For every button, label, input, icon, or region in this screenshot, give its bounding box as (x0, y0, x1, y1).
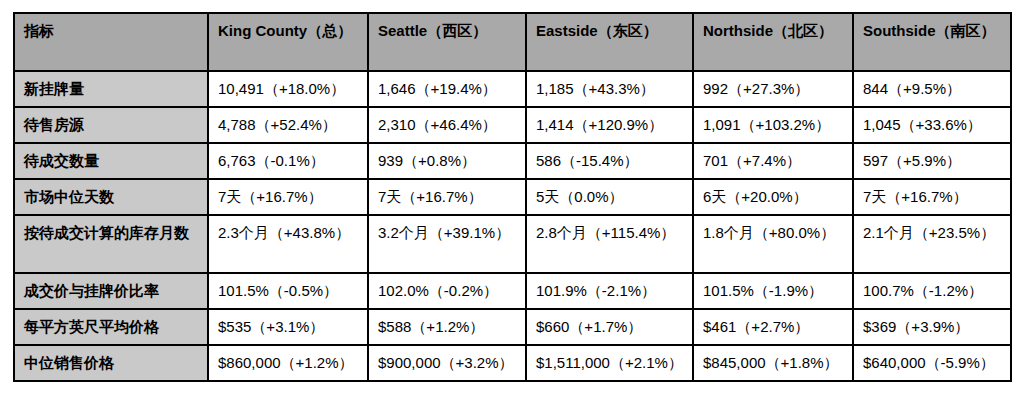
metric-value-cell: 101.5%（-0.5%） (208, 273, 368, 309)
metric-value-cell: 2.8个月（+115.4%） (526, 215, 693, 273)
metric-value-cell: 2.3个月（+43.8%） (208, 215, 368, 273)
metric-value-cell: 6,763（-0.1%） (208, 143, 368, 179)
metric-row: 每平方英尺平均价格$535（+3.1%）$588（+1.2%）$660（+1.7… (14, 309, 1011, 345)
metric-label-cell: 新挂牌量 (14, 71, 208, 107)
column-header-indicator: 指标 (14, 13, 208, 71)
table-body: 新挂牌量10,491（+18.0%）1,646（+19.4%）1,185（+43… (14, 71, 1011, 381)
metric-value-cell: 5天（0.0%） (526, 179, 693, 215)
metric-value-cell: $900,000（+3.2%） (368, 345, 526, 381)
column-header-region: King County（总） (208, 13, 368, 71)
metric-value-cell: $845,000（+1.8%） (693, 345, 853, 381)
metric-row: 市场中位天数7天（+16.7%）7天（+16.7%）5天（0.0%）6天（+20… (14, 179, 1011, 215)
metric-value-cell: 939（+0.8%） (368, 143, 526, 179)
metric-value-cell: $369（+3.9%） (853, 309, 1011, 345)
metric-row: 待售房源4,788（+52.4%）2,310（+46.4%）1,414（+120… (14, 107, 1011, 143)
metric-value-cell: 4,788（+52.4%） (208, 107, 368, 143)
metric-value-cell: 10,491（+18.0%） (208, 71, 368, 107)
metric-value-cell: 1,091（+103.2%） (693, 107, 853, 143)
metric-label-cell: 成交价与挂牌价比率 (14, 273, 208, 309)
metric-value-cell: $1,511,000（+2.1%） (526, 345, 693, 381)
metric-value-cell: 2.1个月（+23.5%） (853, 215, 1011, 273)
column-header-region: Seattle（西区） (368, 13, 526, 71)
header-row: 指标King County（总）Seattle（西区）Eastside（东区）N… (14, 13, 1011, 71)
metric-row: 按待成交计算的库存月数2.3个月（+43.8%）3.2个月（+39.1%）2.8… (14, 215, 1011, 273)
metric-label-cell: 待售房源 (14, 107, 208, 143)
metric-value-cell: 844（+9.5%） (853, 71, 1011, 107)
metric-value-cell: 7天（+16.7%） (853, 179, 1011, 215)
metric-value-cell: 101.5%（-1.9%） (693, 273, 853, 309)
table-header: 指标King County（总）Seattle（西区）Eastside（东区）N… (14, 13, 1011, 71)
metric-value-cell: $588（+1.2%） (368, 309, 526, 345)
metric-value-cell: 1,414（+120.9%） (526, 107, 693, 143)
metric-label-cell: 待成交数量 (14, 143, 208, 179)
metric-label-cell: 市场中位天数 (14, 179, 208, 215)
metric-value-cell: $461（+2.7%） (693, 309, 853, 345)
column-header-region: Southside（南区） (853, 13, 1011, 71)
metric-value-cell: $640,000（-5.9%） (853, 345, 1011, 381)
metric-label-cell: 每平方英尺平均价格 (14, 309, 208, 345)
metric-value-cell: 3.2个月（+39.1%） (368, 215, 526, 273)
metric-value-cell: 1,185（+43.3%） (526, 71, 693, 107)
column-header-region: Eastside（东区） (526, 13, 693, 71)
metric-row: 成交价与挂牌价比率101.5%（-0.5%）102.0%（-0.2%）101.9… (14, 273, 1011, 309)
metric-value-cell: 2,310（+46.4%） (368, 107, 526, 143)
metric-value-cell: 597（+5.9%） (853, 143, 1011, 179)
regional-metrics-table: 指标King County（总）Seattle（西区）Eastside（东区）N… (13, 12, 1012, 382)
metric-value-cell: $660（+1.7%） (526, 309, 693, 345)
metric-value-cell: 586（-15.4%） (526, 143, 693, 179)
metric-value-cell: 7天（+16.7%） (208, 179, 368, 215)
metric-value-cell: 1.8个月（+80.0%） (693, 215, 853, 273)
metric-label-cell: 按待成交计算的库存月数 (14, 215, 208, 273)
metrics-table-container: 指标King County（总）Seattle（西区）Eastside（东区）N… (13, 12, 1012, 382)
metric-value-cell: 992（+27.3%） (693, 71, 853, 107)
column-header-region: Northside（北区） (693, 13, 853, 71)
metric-value-cell: 102.0%（-0.2%） (368, 273, 526, 309)
metric-row: 中位销售价格$860,000（+1.2%）$900,000（+3.2%）$1,5… (14, 345, 1011, 381)
metric-value-cell: 101.9%（-2.1%） (526, 273, 693, 309)
metric-value-cell: $860,000（+1.2%） (208, 345, 368, 381)
metric-value-cell: 1,045（+33.6%） (853, 107, 1011, 143)
metric-value-cell: 701（+7.4%） (693, 143, 853, 179)
metric-value-cell: 7天（+16.7%） (368, 179, 526, 215)
metric-value-cell: 6天（+20.0%） (693, 179, 853, 215)
metric-value-cell: 100.7%（-1.2%） (853, 273, 1011, 309)
metric-label-cell: 中位销售价格 (14, 345, 208, 381)
metric-value-cell: 1,646（+19.4%） (368, 71, 526, 107)
metric-row: 新挂牌量10,491（+18.0%）1,646（+19.4%）1,185（+43… (14, 71, 1011, 107)
metric-row: 待成交数量6,763（-0.1%）939（+0.8%）586（-15.4%）70… (14, 143, 1011, 179)
metric-value-cell: $535（+3.1%） (208, 309, 368, 345)
